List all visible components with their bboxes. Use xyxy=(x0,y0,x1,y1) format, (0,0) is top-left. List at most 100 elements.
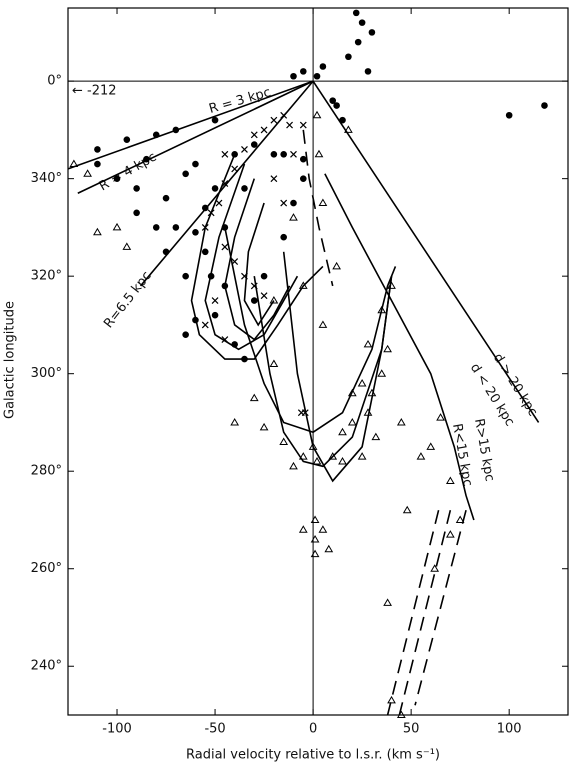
model-curve xyxy=(67,80,314,170)
dot-point xyxy=(368,29,376,36)
triangle-point xyxy=(279,437,289,445)
model-curve xyxy=(224,178,291,341)
dot-point xyxy=(505,111,513,119)
triangle-point xyxy=(332,261,341,270)
triangle-point xyxy=(312,456,322,465)
dot-point xyxy=(241,355,248,363)
triangle-point xyxy=(377,369,387,377)
model-curve xyxy=(190,153,324,360)
dot-point xyxy=(94,146,101,153)
triangle-point xyxy=(298,281,308,289)
dot-point xyxy=(162,248,170,256)
dot-point xyxy=(211,185,219,192)
dot-point xyxy=(162,194,170,202)
triangle-point xyxy=(430,564,440,572)
dot-point xyxy=(123,136,131,143)
triangle-point xyxy=(338,456,347,465)
annotation: ← -212 xyxy=(72,84,117,99)
dot-point xyxy=(231,341,238,348)
triangle-point xyxy=(344,125,353,133)
model-curve xyxy=(398,510,452,716)
triangle-point xyxy=(230,417,240,426)
cross-point xyxy=(221,180,229,187)
dot-point xyxy=(299,155,307,163)
triangle-point xyxy=(289,461,298,470)
dot-point xyxy=(352,9,360,17)
cross-point xyxy=(286,121,293,129)
dot-point xyxy=(172,224,180,231)
triangle-point xyxy=(324,544,334,553)
triangle-point xyxy=(269,359,279,367)
dot-point xyxy=(358,19,366,26)
dot-point xyxy=(133,209,140,217)
model-curve xyxy=(243,202,275,327)
dot-point xyxy=(182,272,189,280)
triangle-point xyxy=(314,149,324,158)
triangle-point xyxy=(455,515,465,523)
dot-point xyxy=(201,248,209,256)
cross-point xyxy=(207,209,215,217)
y-tick-label: 260° xyxy=(31,561,62,576)
dot-point xyxy=(319,63,327,70)
dot-point xyxy=(339,116,346,124)
triangle-point xyxy=(312,110,322,119)
triangle-point xyxy=(310,534,320,543)
y-axis-label: Galactic longitude xyxy=(3,301,18,419)
dot-point xyxy=(280,233,287,241)
cross-point xyxy=(231,165,239,173)
dot-point xyxy=(207,272,215,280)
cross-point xyxy=(215,199,223,207)
triangle-point xyxy=(318,320,328,328)
cross-point xyxy=(241,272,248,280)
dot-point xyxy=(231,150,238,158)
dot-point xyxy=(211,311,219,319)
y-tick-label: 280° xyxy=(31,464,62,479)
triangle-point xyxy=(318,198,328,207)
triangle-point xyxy=(402,505,412,514)
triangle-point xyxy=(347,417,357,426)
dot-point xyxy=(329,97,337,104)
triangle-point xyxy=(396,710,406,718)
triangle-point xyxy=(377,305,387,314)
x-tick-label: -100 xyxy=(102,722,132,737)
triangle-point xyxy=(310,515,320,523)
dot-point xyxy=(280,150,287,158)
y-tick-label: 0° xyxy=(47,74,62,89)
cross-point xyxy=(280,111,288,119)
dot-point xyxy=(192,160,199,168)
dot-point xyxy=(299,175,307,182)
triangle-point xyxy=(83,169,92,177)
dot-point xyxy=(290,199,297,207)
triangle-point xyxy=(387,281,396,289)
y-tick-label: 240° xyxy=(31,659,62,674)
model-curve xyxy=(302,129,334,287)
dot-point xyxy=(211,116,219,124)
dot-point xyxy=(299,68,307,75)
cross-point xyxy=(221,336,229,343)
triangle-point xyxy=(338,427,347,436)
dot-point xyxy=(250,141,258,148)
dot-point xyxy=(250,297,258,304)
triangle-point xyxy=(347,388,357,397)
dot-point xyxy=(541,102,548,109)
y-tick-label: 300° xyxy=(31,366,62,381)
x-tick-label: -50 xyxy=(204,722,225,737)
triangle-point xyxy=(328,452,338,460)
annotation: R = 4 kpc xyxy=(97,150,160,195)
dot-point xyxy=(172,126,180,134)
y-tick-label: 340° xyxy=(31,171,62,186)
cross-point xyxy=(250,282,258,290)
cross-point xyxy=(221,150,229,158)
cross-point xyxy=(221,243,229,251)
triangle-point xyxy=(249,393,259,402)
dot-point xyxy=(290,72,297,80)
dot-point xyxy=(201,204,209,212)
cross-point xyxy=(201,321,209,329)
triangle-point xyxy=(416,452,426,460)
model-curve xyxy=(253,276,393,468)
cross-point xyxy=(290,150,297,158)
triangle-point xyxy=(367,388,377,397)
triangle-point xyxy=(112,222,122,231)
cross-point xyxy=(250,131,258,139)
